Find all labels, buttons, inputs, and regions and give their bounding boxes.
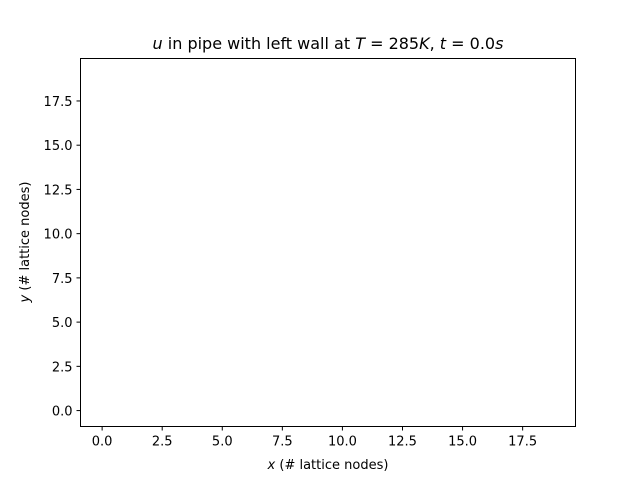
title-var-t: t [440, 34, 447, 53]
y-tick-label: 15.0 [44, 139, 73, 154]
title-text-1: in pipe with left wall at [163, 34, 356, 53]
x-tick-label: 7.5 [272, 435, 293, 450]
plot-area [80, 58, 576, 427]
y-axis: 0.0 2.5 5.0 7.5 10.0 12.5 15.0 17.5 [44, 95, 81, 420]
y-tick-label: 12.5 [44, 183, 73, 198]
y-tick-label: 7.5 [52, 272, 73, 287]
x-tick-label: 17.5 [508, 435, 537, 450]
x-axis-label-text: (# lattice nodes) [275, 458, 388, 473]
y-axis-label: y (# lattice nodes) [18, 182, 33, 304]
y-tick-label: 10.0 [44, 228, 73, 243]
x-axis-label-var: x [267, 458, 276, 473]
title-text-4: = 0.0 [446, 34, 495, 53]
x-tick-label: 10.0 [328, 435, 357, 450]
y-axis-label-var: y [18, 294, 33, 303]
title-unit-s: s [495, 34, 503, 53]
title-var-T: T [355, 34, 366, 53]
x-axis: 0.0 2.5 5.0 7.5 10.0 12.5 15.0 17.5 [92, 426, 537, 450]
x-tick-label: 2.5 [152, 435, 173, 450]
title-unit-K: K [419, 34, 431, 53]
y-tick-label: 0.0 [52, 405, 73, 420]
title-var-u: u [153, 34, 163, 53]
x-tick-label: 12.5 [388, 435, 417, 450]
y-tick-label: 2.5 [52, 360, 73, 375]
x-tick-label: 5.0 [212, 435, 233, 450]
y-tick-label: 5.0 [52, 316, 73, 331]
x-axis-label: x (# lattice nodes) [267, 458, 389, 473]
y-tick-label: 17.5 [44, 95, 73, 110]
chart-title: u in pipe with left wall at T = 285K, t … [153, 34, 504, 53]
x-tick-label: 15.0 [448, 435, 477, 450]
y-axis-label-text: (# lattice nodes) [18, 182, 33, 295]
x-tick-label: 0.0 [92, 435, 113, 450]
title-text-2: = 285 [365, 34, 419, 53]
title-text-3: , [430, 34, 440, 53]
